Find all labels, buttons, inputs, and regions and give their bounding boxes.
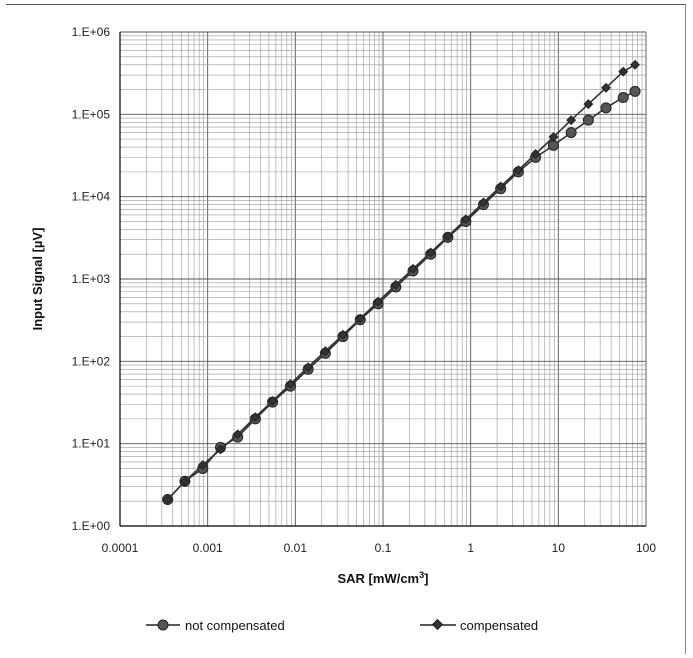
data-point-compensated — [250, 412, 261, 423]
data-point-compensated — [267, 396, 278, 406]
data-point-compensated — [390, 279, 401, 290]
x-tick-label: 0.1 — [375, 541, 392, 555]
x-tick-label: 0.001 — [193, 541, 223, 555]
data-point-compensated — [303, 362, 314, 373]
chart-frame — [6, 4, 686, 654]
data-point-compensated — [338, 329, 348, 340]
legend: not compensated compensated — [146, 618, 538, 633]
data-point-not-compensated — [629, 85, 641, 97]
y-tick-label: 1.E+05 — [72, 107, 111, 121]
y-tick-label: 1.E+06 — [72, 25, 111, 39]
data-point-compensated — [601, 82, 611, 93]
legend-label-not-compensated: not compensated — [185, 618, 285, 633]
series-layer — [162, 59, 641, 505]
data-point-not-compensated — [582, 114, 594, 126]
data-point-not-compensated — [600, 102, 612, 114]
y-tick-labels: 1.E+00 1.E+01 1.E+02 1.E+03 1.E+04 1.E+05 1.E+… — [72, 25, 111, 533]
data-point-compensated — [530, 149, 541, 159]
data-point-compensated — [355, 313, 366, 324]
data-point-compensated — [630, 59, 640, 70]
series-line-not-compensated — [167, 90, 636, 501]
data-point-compensated — [583, 99, 594, 110]
data-point-compensated — [162, 494, 173, 505]
data-point-compensated — [320, 346, 331, 357]
y-tick-label: 1.E+01 — [72, 437, 111, 451]
x-tick-label: 100 — [636, 541, 656, 555]
data-point-compensated — [285, 379, 296, 389]
x-tick-label: 10 — [552, 541, 566, 555]
x-axis-label: SAR [mW/cm3] — [338, 570, 429, 586]
data-point-not-compensated — [565, 127, 577, 139]
x-tick-labels: 0.0001 0.001 0.01 0.1 1 10 100 — [102, 541, 657, 555]
series-line-compensated — [167, 64, 636, 501]
grid-lines — [119, 31, 647, 527]
y-tick-label: 1.E+02 — [72, 354, 111, 368]
data-point-compensated — [548, 132, 559, 142]
data-point-compensated — [478, 197, 489, 208]
x-tick-label: 1 — [467, 541, 474, 555]
data-point-compensated — [566, 115, 577, 126]
data-point-compensated — [373, 296, 384, 307]
data-point-compensated — [179, 476, 190, 487]
data-point-not-compensated — [617, 92, 629, 104]
data-point-compensated — [513, 165, 524, 176]
data-point-compensated — [408, 263, 418, 274]
data-point-compensated — [460, 214, 471, 225]
y-tick-label: 1.E+00 — [72, 519, 111, 533]
legend-label-compensated: compensated — [460, 618, 538, 633]
data-point-compensated — [495, 181, 506, 192]
x-tick-label: 0.01 — [284, 541, 308, 555]
x-tick-label: 0.0001 — [102, 541, 139, 555]
data-point-compensated — [425, 247, 436, 258]
data-point-compensated — [618, 66, 629, 77]
data-point-compensated — [197, 460, 208, 470]
y-tick-label: 1.E+03 — [72, 272, 111, 286]
legend-marker-compensated — [431, 618, 444, 631]
y-axis-label: Input Signal [µV] — [30, 228, 45, 331]
legend-marker-not-compensated — [157, 619, 169, 631]
data-point-compensated — [215, 444, 226, 455]
data-point-compensated — [232, 429, 243, 440]
data-point-compensated — [442, 231, 453, 242]
y-tick-label: 1.E+04 — [72, 190, 111, 204]
